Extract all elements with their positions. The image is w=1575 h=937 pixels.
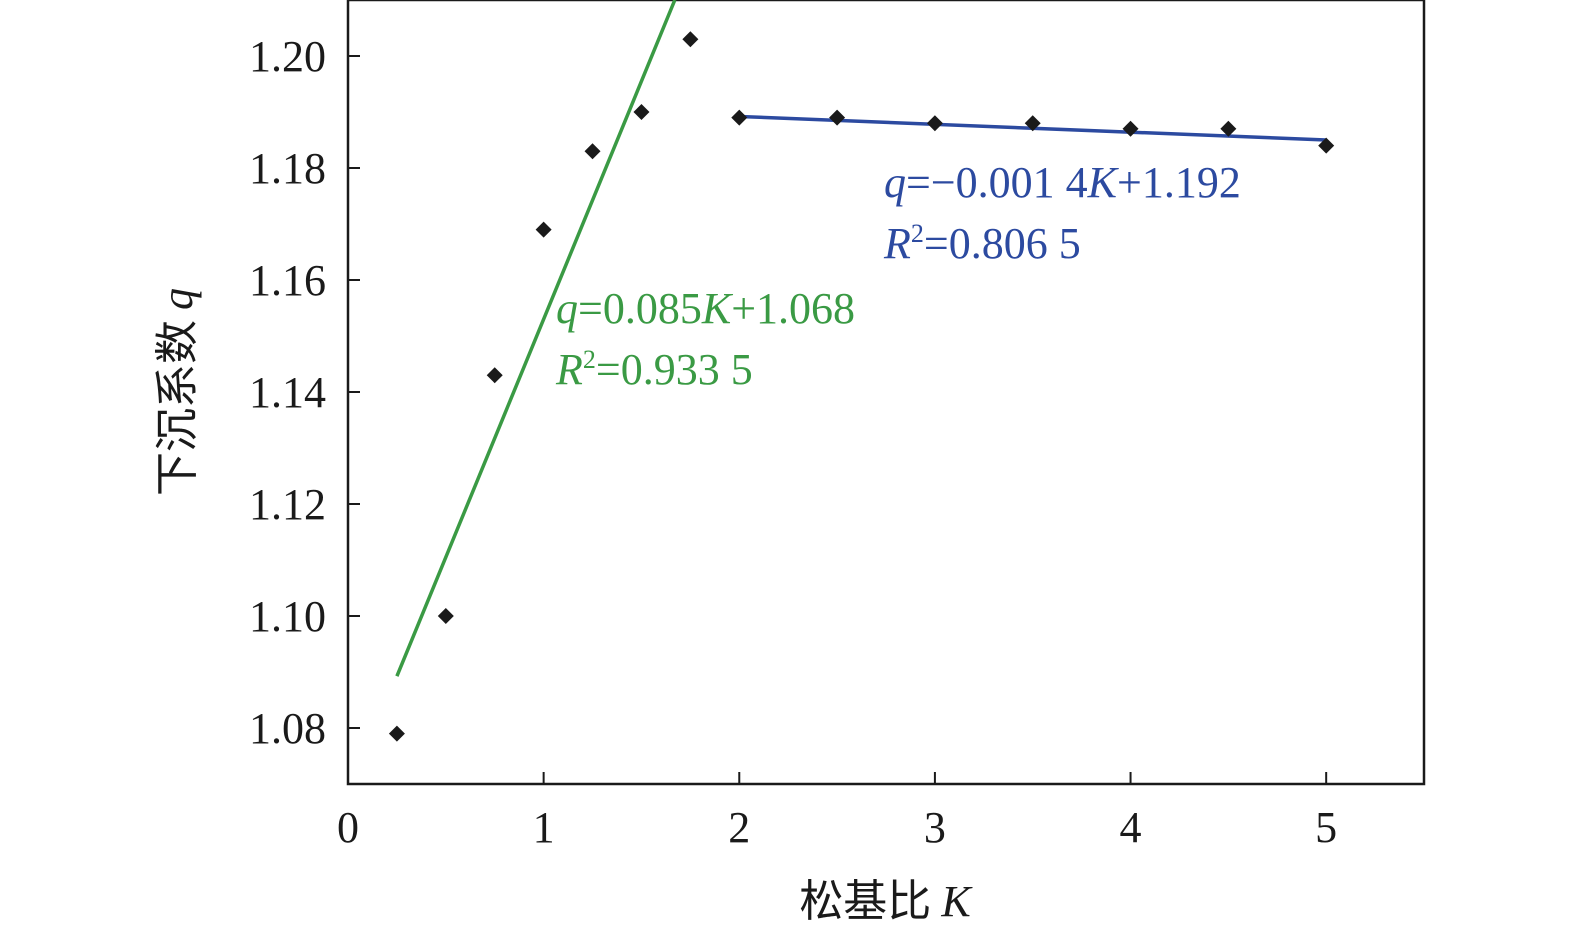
fit-2-r2-sup: 2 [911, 219, 924, 248]
y-tick-label: 1.10 [249, 592, 326, 641]
fit-1-r2-val: =0.933 5 [596, 345, 753, 394]
fit-2-eq-part2: +1.192 [1117, 158, 1241, 207]
y-tick-label: 1.16 [249, 256, 326, 305]
fit-lines [395, 0, 1327, 677]
x-tick-label: 2 [728, 803, 750, 852]
y-tick-label: 1.08 [249, 704, 326, 753]
fit-1-r2-sym: R [555, 345, 583, 394]
data-point [437, 608, 454, 624]
fit-2-eq-part1: =−0.001 4 [906, 158, 1088, 207]
data-point [682, 31, 699, 48]
x-axis-title-var: K [940, 877, 973, 926]
plot-area-border [346, 0, 1426, 786]
fit-2-r2: R2=0.806 5 [883, 219, 1081, 268]
y-tick-label: 1.18 [249, 144, 326, 193]
data-point [1024, 115, 1041, 132]
data-point [584, 143, 601, 160]
data-point [633, 104, 650, 120]
data-point [388, 725, 405, 742]
x-tick-label: 0 [337, 803, 359, 852]
y-axis-title-var: q [153, 288, 202, 310]
data-point [926, 115, 943, 132]
x-axis-title-text: 松基比 [799, 877, 931, 926]
fit-1-eq-var: K [701, 284, 734, 333]
fit-1-eq-part1: =0.085 [578, 284, 702, 333]
data-point [731, 109, 748, 126]
fit-2-r2-sym: R [883, 219, 911, 268]
x-axis-title: 松基比 K [799, 877, 973, 926]
data-point [486, 367, 503, 384]
x-tick-label: 3 [924, 803, 946, 852]
data-point [1220, 120, 1237, 137]
y-tick-label: 1.14 [249, 368, 326, 417]
x-axis: 0 1 2 3 4 5 [337, 772, 1337, 852]
data-point [1122, 120, 1139, 137]
y-tick-label: 1.12 [249, 480, 326, 529]
data-point [535, 221, 552, 238]
data-point [829, 109, 846, 126]
fit-1-annotation: q=0.085K+1.068 R2=0.933 5 [555, 284, 855, 394]
y-axis-title-text: 下沉系数 [153, 320, 202, 496]
fit-2-eq-lhs: q [884, 158, 906, 207]
plot-frame [346, 0, 1426, 786]
fit-2-r2-val: =0.806 5 [924, 219, 1081, 268]
fit-line-1 [395, 0, 677, 677]
fit-1-equation: q=0.085K+1.068 [556, 284, 855, 333]
fit-2-annotation: q=−0.001 4K+1.192 R2=0.806 5 [883, 158, 1241, 268]
fit-2-eq-var: K [1087, 158, 1120, 207]
fit-2-equation: q=−0.001 4K+1.192 [884, 158, 1241, 207]
fit-1-r2-sup: 2 [583, 345, 596, 374]
data-points [388, 31, 1335, 742]
data-point [1318, 137, 1335, 154]
fit-1-r2: R2=0.933 5 [555, 345, 753, 394]
y-tick-label: 1.20 [249, 32, 326, 81]
y-axis: 1.08 1.10 1.12 1.14 1.16 1.18 1.20 [249, 32, 360, 753]
y-axis-title: 下沉系数 q [153, 288, 202, 496]
fit-1-eq-lhs: q [556, 284, 578, 333]
x-tick-label: 5 [1315, 803, 1337, 852]
x-tick-label: 4 [1120, 803, 1142, 852]
fit-1-eq-part2: +1.068 [731, 284, 855, 333]
y-axis-title-group: 下沉系数 q [153, 288, 202, 496]
x-tick-label: 1 [533, 803, 555, 852]
